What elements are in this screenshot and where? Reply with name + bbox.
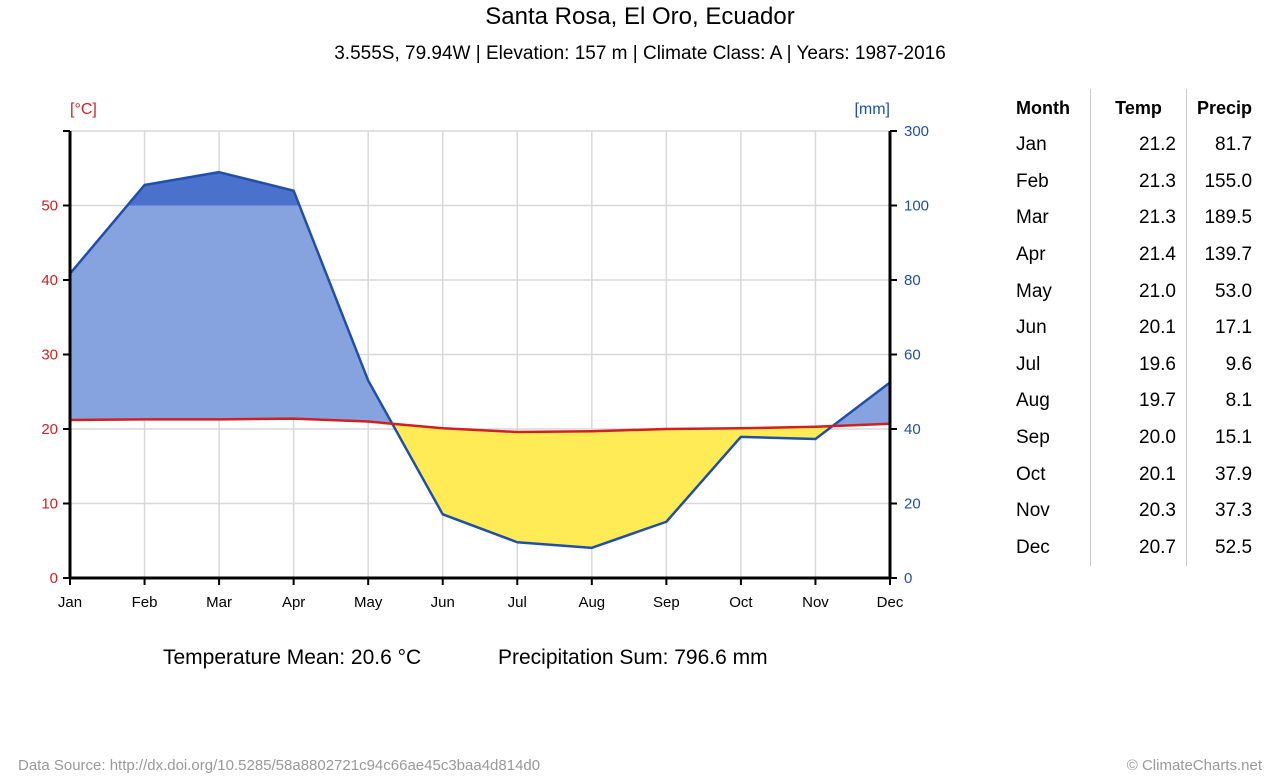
cell-precip: 15.1: [1215, 427, 1253, 449]
x-tick-label: Jul: [508, 594, 527, 611]
table-row: Jan 21.2 81.7: [1006, 127, 1252, 164]
left-tick-label: 50: [41, 198, 58, 215]
cell-precip: 9.6: [1225, 353, 1253, 375]
x-tick-label: Nov: [802, 594, 829, 611]
table-row: Jun 20.1 17.1: [1006, 309, 1253, 347]
table-row: Nov 20.3 37.3: [1006, 492, 1253, 530]
arid-area: [70, 418, 890, 548]
cell-precip: 17.1: [1215, 317, 1253, 339]
column-header-month: Month: [1006, 89, 1091, 127]
cell-temp: 20.7: [1090, 529, 1187, 567]
table-header-row: Month Temp Precip: [1006, 89, 1252, 127]
climate-table: Month Temp Precip Jan 21.2 81.7 Feb 21.3 155.…: [1006, 89, 1253, 567]
table-row: Dec 20.7 52.5: [1006, 529, 1253, 567]
cell-temp: 21.3: [1090, 163, 1187, 201]
x-tick-label: Sep: [653, 594, 680, 611]
x-tick-label: May: [354, 594, 383, 611]
x-tick-label: Apr: [282, 594, 305, 611]
x-tick-label: Mar: [206, 594, 232, 611]
cell-temp: 21.0: [1090, 273, 1187, 310]
x-tick-label: Dec: [877, 594, 904, 611]
right-tick-label: 0: [904, 570, 912, 587]
column-header-temp: Temp: [1090, 89, 1187, 127]
chart-subtitle: 3.555S, 79.94W | Elevation: 157 m | Clim…: [334, 43, 946, 64]
cell-precip: 139.7: [1204, 244, 1253, 266]
y-right-label: [mm]: [854, 101, 890, 118]
cell-temp: 20.0: [1090, 419, 1187, 457]
cell-temp: 20.3: [1090, 492, 1187, 530]
x-tick-label: Jun: [431, 594, 455, 611]
climate-chart: 0 10 20 30 40 50 0 20 40 60 80 100 300 Jan Feb Mar Apr Ma…: [41, 101, 929, 611]
cell-precip: 37.9: [1215, 463, 1253, 485]
cell-precip: 53.0: [1215, 280, 1253, 302]
left-tick-label: 30: [41, 347, 58, 364]
cell-temp: 21.3: [1090, 200, 1187, 237]
precipitation-line: [69, 170, 891, 550]
x-tick-label: Oct: [729, 594, 753, 611]
cell-month: Jan: [1006, 127, 1091, 164]
column-header-precip: Precip: [1197, 97, 1253, 118]
cell-precip: 155.0: [1204, 170, 1253, 192]
cell-precip: 8.1: [1225, 390, 1253, 412]
temperature-line: [69, 417, 891, 434]
table-row: Oct 20.1 37.9: [1006, 456, 1252, 493]
cell-month: Apr: [1006, 236, 1091, 274]
cell-month: May: [1006, 273, 1091, 310]
data-source-link[interactable]: Data Source: http://dx.doi.org/10.5285/5…: [18, 757, 541, 774]
left-tick-label: 40: [41, 272, 58, 289]
temperature-mean: Temperature Mean: 20.6 °C: [163, 646, 422, 669]
cell-month: Nov: [1006, 492, 1091, 530]
right-tick-label: 20: [904, 496, 921, 513]
cell-month: Feb: [1006, 163, 1091, 201]
right-tick-label: 300: [904, 123, 929, 140]
right-tick-label: 80: [904, 272, 921, 289]
table-row: May 21.0 53.0: [1006, 273, 1252, 310]
cell-temp: 19.6: [1090, 346, 1187, 384]
table-row: Jul 19.6 9.6: [1006, 346, 1253, 384]
table-row: Aug 19.7 8.1: [1006, 383, 1252, 420]
cell-month: Oct: [1006, 456, 1091, 493]
cell-month: Jul: [1006, 346, 1091, 384]
right-tick-label: 60: [904, 347, 921, 364]
cell-month: Mar: [1006, 200, 1091, 237]
table-row: Sep 20.0 15.1: [1006, 419, 1253, 457]
cell-temp: 20.1: [1090, 456, 1187, 493]
chart-title: Santa Rosa, El Oro, Ecuador: [485, 3, 795, 30]
cell-temp: 19.7: [1090, 383, 1187, 420]
cell-temp: 21.2: [1090, 127, 1187, 164]
cell-temp: 20.1: [1090, 309, 1187, 347]
x-tick-label: Jan: [58, 594, 82, 611]
cell-month: Jun: [1006, 309, 1091, 347]
credit-text: © ClimateCharts.net: [1126, 757, 1262, 774]
cell-temp: 21.4: [1090, 236, 1187, 274]
x-tick-label: Aug: [578, 594, 605, 611]
right-tick-label: 40: [904, 421, 921, 438]
perhumid-area: [70, 172, 890, 206]
table-row: Apr 21.4 139.7: [1006, 236, 1253, 274]
left-tick-label: 20: [41, 421, 58, 438]
table-row: Mar 21.3 189.5: [1006, 200, 1252, 237]
cell-precip: 52.5: [1215, 536, 1253, 558]
cell-precip: 37.3: [1215, 500, 1253, 522]
x-tick-label: Feb: [132, 594, 158, 611]
humid-area: [70, 205, 890, 432]
y-left-label: [°C]: [70, 101, 97, 118]
cell-month: Dec: [1006, 529, 1091, 567]
cell-precip: 189.5: [1204, 207, 1253, 229]
cell-precip: 81.7: [1215, 134, 1253, 156]
table-row: Feb 21.3 155.0: [1006, 163, 1253, 201]
cell-month: Aug: [1006, 383, 1091, 420]
right-tick-label: 100: [904, 198, 929, 215]
left-tick-label: 10: [41, 496, 58, 513]
precipitation-sum: Precipitation Sum: 796.6 mm: [498, 646, 768, 669]
cell-month: Sep: [1006, 419, 1091, 457]
left-tick-label: 0: [50, 570, 58, 587]
